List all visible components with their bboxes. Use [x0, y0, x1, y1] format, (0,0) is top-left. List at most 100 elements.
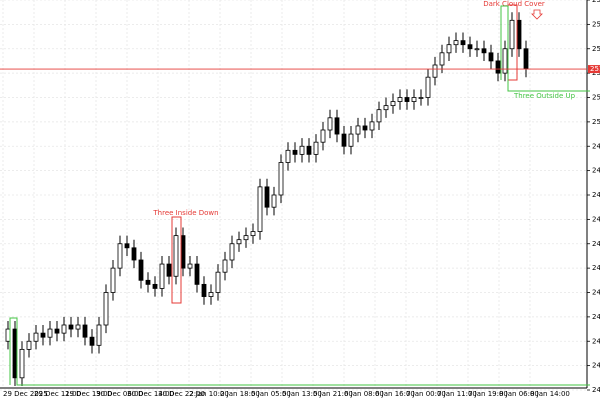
x-tick-label: 29 Dec 2025 — [3, 390, 48, 398]
candle-body — [103, 292, 109, 326]
x-tick-label: 8 Jan 06:00 — [499, 390, 539, 398]
x-tick-label: 2 Jan 10:00 — [189, 390, 229, 398]
candle-body — [89, 336, 95, 346]
candles — [5, 12, 529, 386]
candle-body — [327, 117, 333, 131]
y-tick-label: 2466 — [592, 264, 600, 272]
price-tag-label: 2515 — [590, 65, 600, 73]
candle-body — [54, 328, 60, 334]
candle-body — [222, 259, 228, 273]
x-tick-label: 7 Jan 00:00 — [406, 390, 446, 398]
candle-body — [187, 263, 193, 269]
x-tick-label: 5 Jan 05:00 — [251, 390, 291, 398]
y-tick-label: 2454 — [592, 313, 600, 321]
candle-body — [320, 129, 326, 143]
x-tick-label: 30 Dec 22:00 — [158, 390, 205, 398]
candle-body — [208, 292, 214, 297]
y-tick-label: 2532 — [592, 0, 600, 4]
candle-body — [138, 259, 144, 281]
candle-body — [215, 271, 221, 293]
candle-body — [271, 194, 277, 208]
grid — [0, 0, 587, 391]
x-tick-label: 29 Dec 19:00 — [65, 390, 112, 398]
x-tick-label: 29 Dec 11:00 — [34, 390, 81, 398]
candle-body — [292, 149, 298, 155]
candle-body — [278, 162, 284, 196]
candle-body — [250, 231, 256, 237]
candle-body — [509, 19, 515, 50]
candle-body — [26, 340, 32, 350]
candle-body — [124, 243, 130, 249]
candle-body — [474, 48, 480, 51]
candle-body — [82, 324, 88, 338]
candle-body — [117, 243, 123, 269]
candle-body — [299, 145, 305, 155]
x-tick-label: 6 Jan 08:00 — [344, 390, 384, 398]
y-tick-label: 2484 — [592, 191, 600, 199]
candle-body — [425, 76, 431, 98]
candle-body — [33, 332, 39, 342]
candle-body — [201, 283, 207, 297]
candle-body — [166, 263, 172, 277]
candle-body — [236, 239, 242, 245]
candle-body — [432, 64, 438, 78]
candle-body — [313, 141, 319, 155]
candle-body — [306, 145, 312, 155]
x-tick-label: 8 Jan 14:00 — [530, 390, 570, 398]
candle-body — [257, 186, 263, 232]
candle-body — [61, 324, 67, 334]
candle-body — [348, 133, 354, 147]
candle-body — [131, 247, 137, 261]
y-tick-label: 2502 — [592, 118, 600, 126]
candle-body — [110, 267, 116, 293]
candle-body — [446, 44, 452, 54]
candle-body — [159, 263, 165, 289]
candle-body — [481, 48, 487, 54]
candle-body — [180, 235, 186, 269]
candle-body — [495, 60, 501, 74]
candle-body — [418, 97, 424, 99]
y-tick-label: 2508 — [592, 94, 600, 102]
candle-body — [362, 125, 368, 131]
candle-body — [12, 328, 18, 379]
candle-body — [516, 19, 522, 50]
pattern-box — [9, 317, 590, 386]
candle-body — [453, 40, 459, 46]
pattern-box — [171, 216, 182, 304]
annotation: Three Outside Up — [513, 92, 576, 100]
candle-body — [411, 97, 417, 102]
candle-body — [383, 105, 389, 111]
candle-body — [460, 40, 466, 46]
price-tag — [588, 65, 600, 74]
candle-body — [47, 328, 53, 338]
candle-body — [355, 125, 361, 135]
candle-body — [5, 328, 11, 342]
candle-body — [194, 263, 200, 285]
candle-body — [243, 235, 249, 241]
y-tick-label: 2472 — [592, 240, 600, 248]
candle-body — [145, 279, 151, 285]
candle-body — [152, 283, 158, 289]
y-tick-label: 2460 — [592, 289, 600, 297]
candle-body — [341, 133, 347, 147]
candle-body — [19, 348, 25, 379]
candle-body — [229, 243, 235, 261]
y-tick-label: 2514 — [592, 69, 600, 77]
candle-body — [488, 52, 494, 62]
candle-body — [467, 44, 473, 50]
y-tick-label: 2442 — [592, 362, 600, 370]
candle-body — [376, 109, 382, 123]
candle-body — [334, 117, 340, 135]
candle-body — [68, 324, 74, 330]
pattern-box — [500, 5, 590, 92]
x-tick-label: 6 Jan 16:00 — [375, 390, 415, 398]
candle-body — [40, 332, 46, 338]
x-tick-label: 7 Jan 11:00 — [437, 390, 477, 398]
annotation: Dark Cloud Cover — [483, 0, 545, 8]
candle-body — [439, 52, 445, 66]
x-tick-label: 7 Jan 19:00 — [468, 390, 508, 398]
candle-body — [75, 324, 81, 330]
annotation: Three Inside Down — [152, 209, 218, 217]
